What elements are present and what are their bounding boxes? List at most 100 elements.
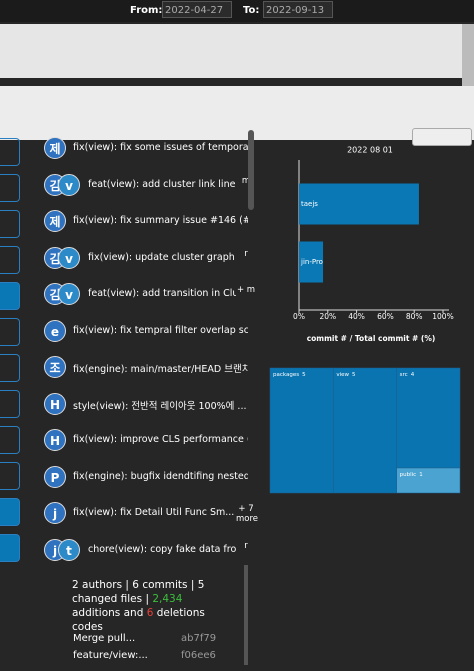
treemap-name: src [400, 372, 408, 378]
edge-tab [0, 174, 20, 202]
avatar: v [58, 246, 80, 269]
commit-hash: f06ee6 [181, 650, 216, 661]
treemap-label: packages 5 [273, 372, 306, 378]
scrollbar[interactable] [248, 130, 254, 210]
treemap-name: public [400, 472, 417, 478]
from-label: From: [130, 5, 163, 16]
summary-outro: deletions codes [72, 607, 205, 633]
treemap-label: public 1 [400, 472, 423, 478]
commit-item[interactable]: 조 fix(engine): main/master/HEAD 브랜치... [40, 350, 255, 386]
treemap-value: 5 [352, 372, 356, 378]
edge-tab [0, 390, 20, 418]
treemap-cell [269, 367, 334, 494]
commit-message: feat(view): add transition in Clus... [88, 288, 236, 299]
edge-tab [0, 318, 20, 346]
treemap-value: 1 [419, 472, 423, 478]
edge-tab [0, 210, 20, 238]
graph-panel [0, 24, 462, 78]
avatar: 제 [44, 210, 66, 232]
bar [299, 241, 324, 283]
commit-extra: r [244, 540, 248, 551]
x-tick-label: 0% [293, 312, 305, 321]
commit-message: chore(view): copy fake data from g... [88, 543, 236, 555]
commit-message: fix(view): fix some issues of temporal f… [73, 142, 248, 153]
avatar: t [58, 538, 80, 561]
treemap-cell [333, 367, 397, 494]
treemap-cell [396, 467, 461, 494]
to-label: To: [243, 5, 260, 16]
treemap-value: 4 [411, 372, 415, 378]
commit-message: fix(engine): bugfix idendtifing nested-m… [73, 470, 248, 482]
treemap-label: view 5 [336, 372, 356, 378]
edge-tab [0, 462, 20, 490]
x-tick-label: 100% [432, 312, 453, 321]
summary-middle: additions and [72, 607, 144, 619]
filter-bar: From: 2022-04-27 To: 2022-09-13 [0, 0, 474, 22]
bar-label: jin-Pro [300, 258, 323, 266]
x-tick-label: 20% [319, 312, 336, 321]
commit-message: fix(view): fix Detail Util Func Sm... [73, 507, 235, 518]
to-date[interactable]: 2022-09-13 [263, 1, 333, 18]
avatar: 제 [44, 137, 66, 159]
commit-item[interactable]: 제 fix(view): fix summary issue #146 (#151… [40, 204, 255, 240]
commit-item[interactable]: j fix(view): fix Detail Util Func Sm... + … [40, 496, 259, 532]
commit-extra: + 7 more [236, 504, 259, 524]
commit-extra: + m [236, 285, 256, 295]
commit-message: fix(view): fix summary issue #146 (#151) [73, 215, 248, 226]
avatar: j [44, 502, 66, 524]
commit-item[interactable]: 제 fix(view): fix some issues of temporal … [40, 131, 255, 167]
graph-panel [0, 86, 474, 140]
x-tick-label: 80% [406, 312, 423, 321]
edge-tab [0, 354, 20, 382]
scrollbar[interactable] [244, 565, 248, 665]
from-date[interactable]: 2022-04-27 [162, 1, 232, 18]
avatar: H [44, 392, 66, 415]
commit-hash: ab7f79 [181, 633, 217, 644]
deletions: 6 [146, 607, 154, 619]
avatar: P [44, 465, 66, 488]
additions: 2,434 [152, 593, 183, 605]
commit-message: fix(view): update cluster graph siz... [88, 251, 236, 263]
commit-message: fix(view): fix tempral filter overlap sc… [73, 324, 248, 336]
treemap-label: src 4 [400, 372, 415, 378]
edge-tab [0, 498, 20, 526]
treemap-name: view [336, 372, 349, 378]
edge-tab [0, 138, 20, 166]
summary-commit: Merge pull... [73, 633, 136, 644]
summary-commit: feature/view:... [73, 650, 148, 661]
avatar: v [58, 173, 80, 196]
x-tick-label: 40% [348, 312, 365, 321]
commit-extra: m [241, 175, 251, 186]
commit-message: feat(view): add cluster link line in ... [88, 178, 236, 190]
avatar: 조 [44, 356, 66, 378]
edge-tab [0, 534, 20, 562]
summary-intro: 2 authors | 6 commits | 5 changed files … [72, 579, 205, 605]
scrollbar[interactable] [462, 24, 474, 86]
edge-tab [0, 282, 20, 310]
x-axis-label: commit # / Total commit # (%) [307, 334, 436, 343]
commit-message: fix(engine): main/master/HEAD 브랜치... [73, 364, 248, 375]
avatar: H [44, 429, 66, 451]
select-box[interactable] [412, 128, 472, 146]
commit-item[interactable]: 김 v feat(view): add transition in Clus... +… [40, 277, 255, 313]
commit-message: style(view): 전반적 레이아웃 100%에 ... [73, 400, 247, 412]
avatar: e [44, 319, 66, 342]
summary: 2 authors | 6 commits | 5 changed files … [72, 578, 232, 634]
treemap-name: packages [273, 372, 299, 378]
commit-item[interactable]: e fix(view): fix tempral filter overlap s… [40, 314, 255, 350]
commit-message: fix(view): improve CLS performance (#... [73, 434, 248, 445]
edge-tab [0, 246, 20, 274]
treemap-cell [396, 367, 461, 469]
treemap-value: 5 [302, 372, 306, 378]
bar [299, 183, 419, 225]
x-tick-label: 60% [377, 312, 394, 321]
date-label: 2022 08 01 [347, 146, 393, 155]
